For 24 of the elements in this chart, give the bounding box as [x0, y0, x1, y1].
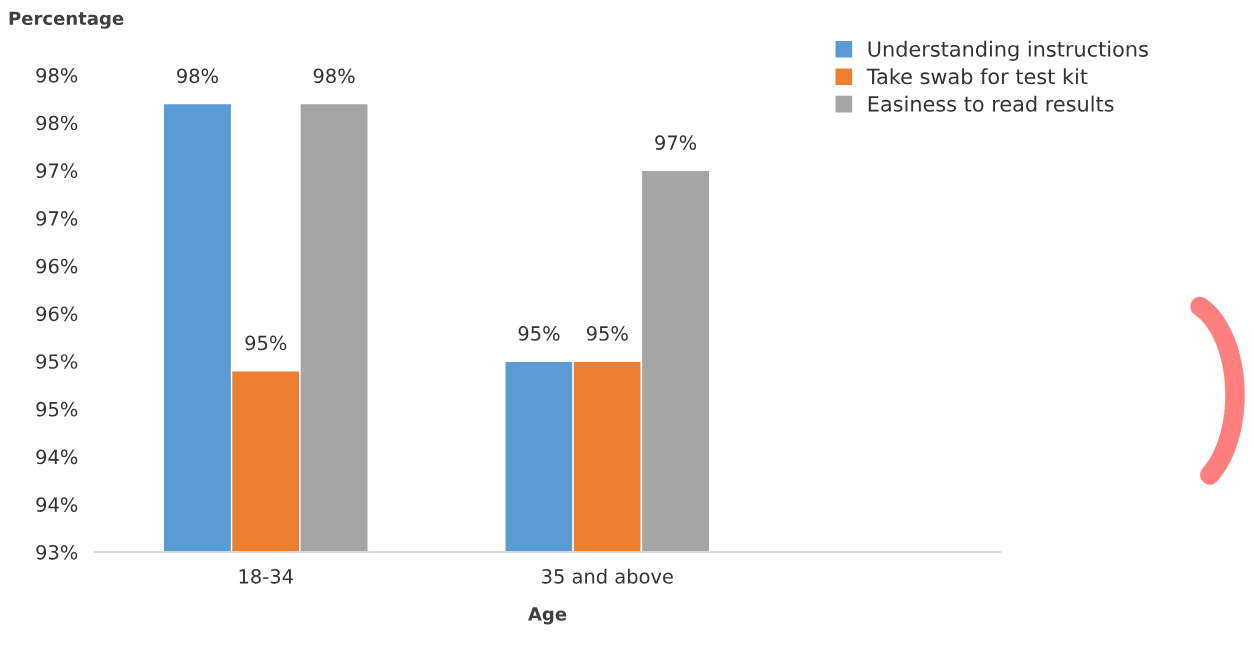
legend-label: Easiness to read results [868, 95, 1114, 112]
legend-label: Understanding instructions [868, 40, 1148, 61]
y-tick-label: 93% [36, 544, 78, 560]
y-tick-label: 97% [36, 211, 78, 226]
y-tick-label: 96% [36, 306, 78, 322]
y-tick-label: 94% [36, 449, 78, 465]
data-label: 97% [655, 135, 697, 150]
data-label: 95% [586, 326, 628, 341]
y-tick-label: 98% [36, 67, 78, 83]
y-tick-label: 97% [36, 163, 78, 179]
x-tick-label: 35 and above [542, 568, 673, 584]
data-label: 98% [313, 68, 355, 84]
y-tick-label: 96% [36, 258, 78, 274]
x-axis-title: Age [528, 607, 567, 625]
data-label: 95% [245, 335, 287, 351]
x-tick-label: 18-34 [239, 569, 293, 584]
data-label: 98% [177, 68, 218, 84]
y-tick-label: 98% [36, 115, 78, 131]
y-tick-label: 94% [36, 497, 78, 512]
data-label: 95% [518, 326, 560, 341]
y-tick-label: 95% [36, 354, 78, 369]
y-tick-label: 95% [36, 401, 78, 417]
y-axis-title: Percentage [9, 11, 124, 29]
legend-label: Take swab for test kit [866, 68, 1088, 85]
